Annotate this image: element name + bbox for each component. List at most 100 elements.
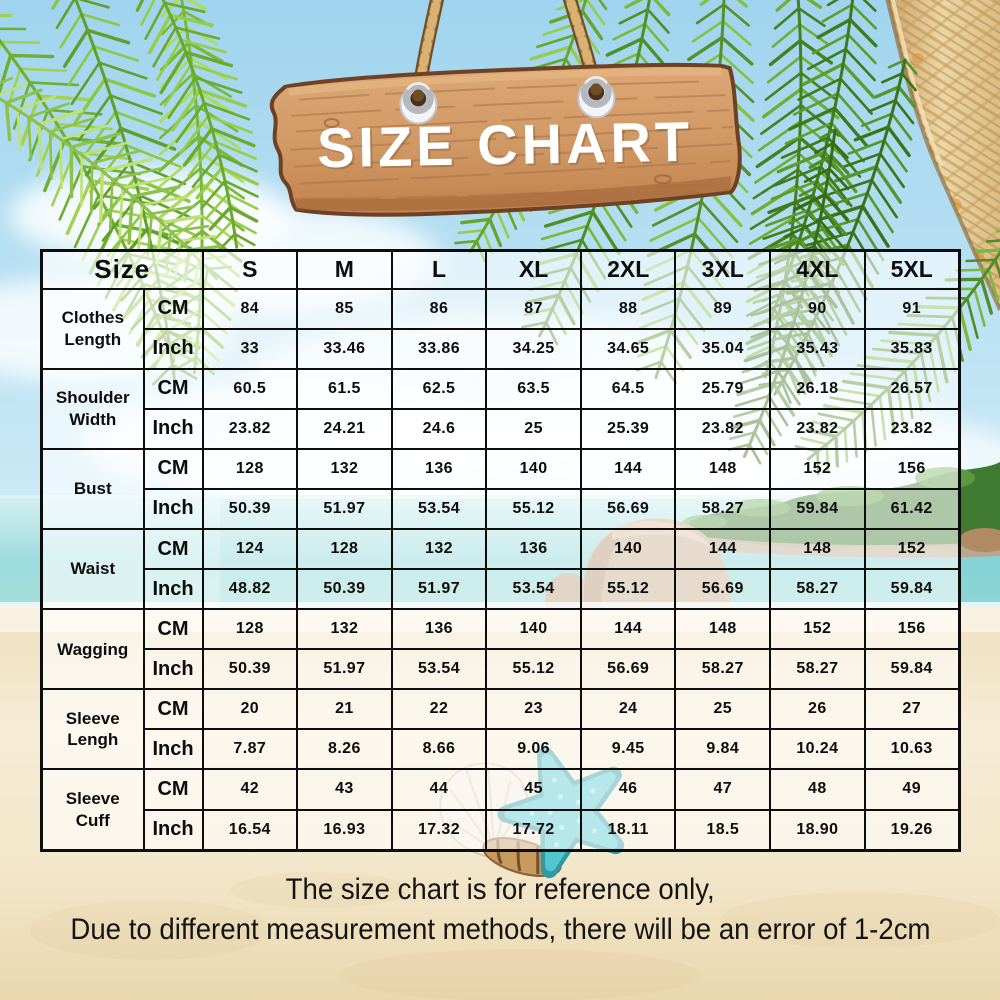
row-label-cell: Sleeve Cuff: [40, 768, 145, 852]
grommet-left: [399, 82, 438, 125]
cm-value-cell: 24: [579, 688, 677, 731]
inch-value-cell: 33.46: [296, 327, 393, 370]
inch-value-cell: 35.83: [863, 327, 961, 370]
cm-value-cell: 22: [390, 688, 488, 731]
inch-value-cell: 56.69: [674, 568, 772, 611]
inch-value-cell: 61.42: [863, 487, 961, 530]
inch-value-cell: 24.6: [390, 407, 488, 450]
row-label-cell: Clothes Length: [40, 287, 145, 370]
measure-row: Bust CM 128 132 136 140 144 148 152 156: [40, 447, 961, 530]
measure-row: Inch 50.39 51.97 53.54 55.12 56.69 58.27 58.27 5…: [42, 648, 961, 691]
cm-value-cell: 26: [769, 688, 866, 731]
unit-cell-cm: CM: [142, 768, 204, 811]
unit-cell-cm: CM: [142, 367, 204, 410]
measure-row: Clothes Length CM 84 85 86 87 88 89 90 91: [40, 287, 961, 370]
measure-row: Sleeve Lengh CM 20 21 22 23 24 25 26 27: [40, 688, 961, 771]
cm-value-cell: 86: [390, 287, 488, 330]
cm-value-cell: 25.79: [674, 367, 772, 410]
inch-value-cell: 53.54: [390, 648, 488, 691]
inch-value-cell: 56.69: [579, 648, 677, 691]
size-column-header: 4XL: [769, 249, 866, 290]
cm-value-cell: 63.5: [485, 367, 582, 410]
inch-value-cell: 51.97: [390, 568, 488, 611]
cm-value-cell: 144: [579, 447, 677, 490]
inch-value-cell: 18.11: [579, 808, 677, 852]
inch-value-cell: 24.21: [296, 407, 393, 450]
inch-value-cell: 23.82: [674, 407, 772, 450]
inch-value-cell: 33.86: [390, 327, 488, 370]
cm-value-cell: 60.5: [201, 367, 299, 410]
footer-note-line1: The size chart is for reference only,: [285, 873, 715, 906]
cm-value-cell: 140: [485, 608, 582, 651]
size-column-header: 3XL: [674, 249, 772, 290]
inch-value-cell: 59.84: [863, 568, 961, 611]
cm-value-cell: 156: [863, 608, 961, 651]
size-chart: Size S M L XL 2XL 3XL 4XL 5XL Clothes Len…: [40, 249, 961, 852]
size-column-header: XL: [485, 249, 582, 290]
measure-row: Shoulder Width CM 60.5 61.5 62.5 63.5 64.5 25.79…: [40, 367, 961, 450]
inch-value-cell: 19.26: [863, 808, 961, 852]
cm-value-cell: 144: [674, 527, 772, 571]
inch-value-cell: 8.66: [390, 728, 488, 771]
measure-row: Inch 50.39 51.97 53.54 55.12 56.69 58.27 59.84 6…: [42, 487, 961, 530]
cm-value-cell: 27: [863, 688, 961, 731]
inch-value-cell: 35.43: [769, 327, 866, 370]
size-header-cell: Size: [40, 249, 204, 290]
inch-value-cell: 56.69: [579, 487, 677, 530]
cm-value-cell: 21: [296, 688, 393, 731]
size-column-header: 2XL: [579, 249, 677, 290]
cm-value-cell: 152: [769, 447, 866, 490]
measure-row: Inch 48.82 50.39 51.97 53.54 55.12 56.69 58.27 5…: [42, 568, 961, 611]
cm-value-cell: 128: [201, 608, 299, 651]
cm-value-cell: 90: [769, 287, 866, 330]
cm-value-cell: 144: [579, 608, 677, 651]
measure-row: Inch 33 33.46 33.86 34.25 34.65 35.04 35.43 35.8…: [42, 327, 961, 370]
cm-value-cell: 45: [485, 768, 582, 811]
inch-value-cell: 50.39: [296, 568, 393, 611]
cm-value-cell: 48: [769, 768, 866, 811]
sign-plank: [269, 62, 742, 217]
cm-value-cell: 124: [201, 527, 299, 571]
cm-value-cell: 20: [201, 688, 299, 731]
sign-title: SIZE CHART: [317, 110, 694, 180]
inch-value-cell: 25.39: [579, 407, 677, 450]
cm-value-cell: 64.5: [579, 367, 677, 410]
unit-cell-cm: CM: [142, 608, 204, 651]
size-column-header: L: [390, 249, 488, 290]
cm-value-cell: 26.18: [769, 367, 866, 410]
inch-value-cell: 10.24: [769, 728, 866, 771]
inch-value-cell: 16.54: [201, 808, 299, 852]
inch-value-cell: 51.97: [296, 487, 393, 530]
unit-cell-inch: Inch: [142, 407, 204, 450]
inch-value-cell: 53.54: [485, 568, 582, 611]
inch-value-cell: 59.84: [863, 648, 961, 691]
cm-value-cell: 128: [201, 447, 299, 490]
cm-value-cell: 132: [296, 608, 393, 651]
cm-value-cell: 132: [296, 447, 393, 490]
cm-value-cell: 62.5: [390, 367, 488, 410]
inch-value-cell: 9.84: [674, 728, 772, 771]
inch-value-cell: 23.82: [863, 407, 961, 450]
inch-value-cell: 9.06: [485, 728, 582, 771]
cm-value-cell: 46: [579, 768, 677, 811]
inch-value-cell: 17.72: [485, 808, 582, 852]
inch-value-cell: 55.12: [485, 648, 582, 691]
size-column-header: 5XL: [863, 249, 961, 290]
inch-value-cell: 8.26: [296, 728, 393, 771]
inch-value-cell: 34.25: [485, 327, 582, 370]
inch-value-cell: 35.04: [674, 327, 772, 370]
cm-value-cell: 85: [296, 287, 393, 330]
cm-value-cell: 148: [674, 447, 772, 490]
unit-cell-cm: CM: [142, 447, 204, 490]
row-label-cell: Shoulder Width: [40, 367, 145, 450]
row-label-cell: Bust: [40, 447, 145, 530]
measure-row: Wagging CM 128 132 136 140 144 148 152 156: [40, 608, 961, 691]
cm-value-cell: 136: [485, 527, 582, 571]
unit-cell-inch: Inch: [142, 728, 204, 771]
cm-value-cell: 61.5: [296, 367, 393, 410]
inch-value-cell: 9.45: [579, 728, 677, 771]
cm-value-cell: 89: [674, 287, 772, 330]
inch-value-cell: 7.87: [201, 728, 299, 771]
measure-row: Waist CM 124 128 132 136 140 144 148 152: [40, 527, 961, 611]
cm-value-cell: 136: [390, 447, 488, 490]
